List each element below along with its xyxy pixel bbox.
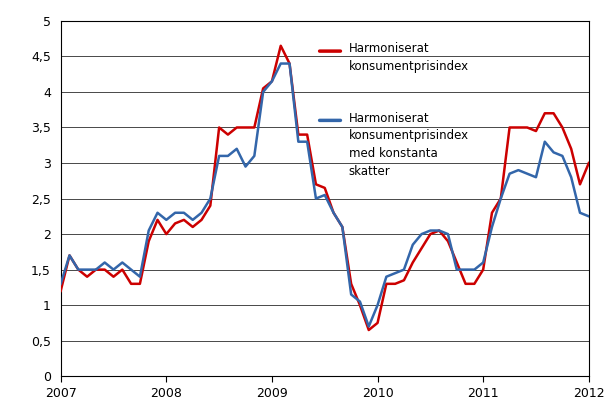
Text: konsumentprisindex: konsumentprisindex — [348, 129, 469, 142]
Text: Harmoniserat: Harmoniserat — [348, 112, 429, 125]
Text: med konstanta: med konstanta — [348, 147, 437, 160]
Text: konsumentprisindex: konsumentprisindex — [348, 60, 469, 73]
Text: Harmoniserat: Harmoniserat — [348, 42, 429, 55]
Text: skatter: skatter — [348, 165, 390, 178]
